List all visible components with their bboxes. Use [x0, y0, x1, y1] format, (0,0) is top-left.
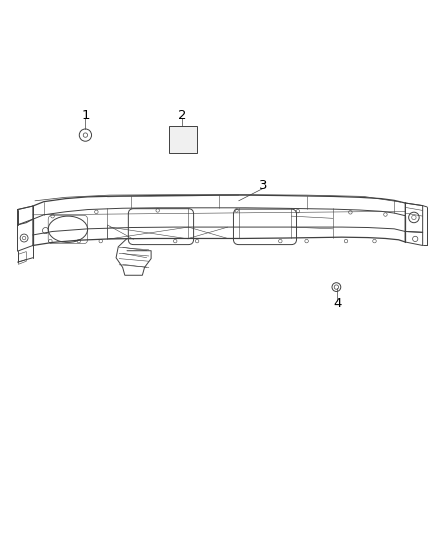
Text: 2: 2 — [177, 109, 186, 122]
Text: 3: 3 — [258, 179, 267, 192]
Text: 1: 1 — [81, 109, 90, 122]
Text: 4: 4 — [333, 297, 342, 310]
Bar — [169, 126, 197, 152]
